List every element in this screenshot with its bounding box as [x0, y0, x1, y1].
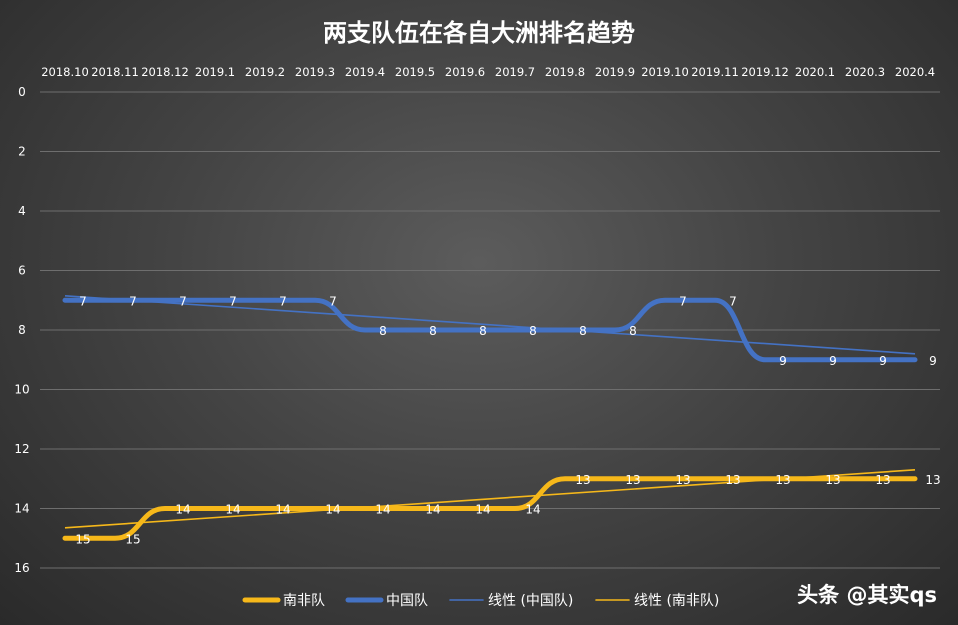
data-label-0-17: 13	[925, 473, 940, 487]
x-tick-label-2019.11: 2019.11	[691, 65, 739, 79]
x-tick-label-2019.3: 2019.3	[295, 65, 335, 79]
x-tick-label-2018.12: 2018.12	[141, 65, 189, 79]
data-label-1-15: 9	[829, 354, 837, 368]
data-label-1-6: 8	[379, 324, 387, 338]
data-label-1-8: 8	[479, 324, 487, 338]
data-label-0-12: 13	[675, 473, 690, 487]
data-label-1-10: 8	[579, 324, 587, 338]
data-label-1-12: 7	[679, 294, 687, 308]
x-tick-label-2018.11: 2018.11	[91, 65, 139, 79]
data-label-0-10: 13	[575, 473, 590, 487]
y-tick-label-2: 2	[18, 145, 26, 159]
y-tick-label-10: 10	[14, 383, 29, 397]
data-label-0-15: 13	[825, 473, 840, 487]
x-tick-label-2019.12: 2019.12	[741, 65, 789, 79]
x-tick-label-2019.9: 2019.9	[595, 65, 635, 79]
legend-label-3: 线性 (南非队)	[634, 593, 719, 609]
data-label-1-4: 7	[279, 294, 287, 308]
x-tick-label-2019.6: 2019.6	[445, 65, 485, 79]
legend: 南非队 中国队 线性 (中国队) 线性 (南非队)	[242, 593, 719, 609]
data-label-1-7: 8	[429, 324, 437, 338]
data-label-0-14: 13	[775, 473, 790, 487]
x-tick-label-2020.1: 2020.1	[795, 65, 835, 79]
data-label-1-1: 7	[129, 294, 137, 308]
watermark-text: 头条 @其实qs	[797, 583, 937, 607]
x-axis-ticks: 2018.10 2018.11 2018.12 2019.1 2019.2 2019.3 2…	[41, 65, 935, 79]
x-tick-label-2019.5: 2019.5	[395, 65, 435, 79]
data-label-0-2: 14	[175, 503, 190, 517]
y-tick-label-14: 14	[14, 502, 29, 516]
data-label-1-3: 7	[229, 294, 237, 308]
series-lines	[62, 297, 918, 541]
data-label-1-2: 7	[179, 294, 187, 308]
data-label-0-7: 14	[425, 503, 440, 517]
x-tick-label-2020.4: 2020.4	[895, 65, 935, 79]
data-label-0-0: 15	[75, 532, 90, 546]
data-label-1-5: 7	[329, 294, 337, 308]
data-labels: 15 15 14 14 14 14 14 14 14 14 13 13 13 13 13 13 13 13 7 7 7 7…	[75, 294, 940, 546]
data-label-0-16: 13	[875, 473, 890, 487]
y-axis-ticks: 0 2 4 6 8 10 12 14 16	[14, 85, 29, 575]
data-label-1-11: 8	[629, 324, 637, 338]
x-tick-label-2019.8: 2019.8	[545, 65, 585, 79]
data-label-1-14: 9	[779, 354, 787, 368]
y-tick-label-16: 16	[14, 561, 29, 575]
y-tick-label-4: 4	[18, 204, 26, 218]
data-label-0-11: 13	[625, 473, 640, 487]
chart-title: 两支队伍在各自大洲排名趋势	[323, 19, 635, 47]
data-label-0-4: 14	[275, 503, 290, 517]
data-label-0-3: 14	[225, 503, 240, 517]
y-tick-label-12: 12	[14, 442, 29, 456]
x-tick-label-2020.3: 2020.3	[845, 65, 885, 79]
x-tick-label-2018.10: 2018.10	[41, 65, 89, 79]
y-tick-label-8: 8	[18, 323, 26, 337]
data-label-1-13: 7	[729, 294, 737, 308]
data-label-0-6: 14	[375, 503, 390, 517]
x-tick-label-2019.2: 2019.2	[245, 65, 285, 79]
x-tick-label-2019.10: 2019.10	[641, 65, 689, 79]
legend-label-1: 中国队	[386, 593, 428, 609]
trendline-0	[64, 294, 916, 355]
legend-label-2: 线性 (中国队)	[488, 593, 573, 609]
data-label-0-9: 14	[525, 503, 540, 517]
y-tick-label-6: 6	[18, 264, 26, 278]
data-label-0-5: 14	[325, 503, 340, 517]
data-label-1-9: 8	[529, 324, 537, 338]
x-tick-label-2019.7: 2019.7	[495, 65, 535, 79]
data-label-1-0: 7	[79, 294, 87, 308]
x-tick-label-2019.4: 2019.4	[345, 65, 385, 79]
data-label-0-1: 15	[125, 532, 140, 546]
data-label-1-17: 9	[929, 354, 937, 368]
series-line-1	[62, 297, 918, 363]
data-label-1-16: 9	[879, 354, 887, 368]
legend-label-0: 南非队	[283, 593, 325, 609]
x-tick-label-2019.1: 2019.1	[195, 65, 235, 79]
data-label-0-13: 13	[725, 473, 740, 487]
series-line-0	[62, 476, 918, 541]
data-label-0-8: 14	[475, 503, 490, 517]
y-tick-label-0: 0	[18, 85, 26, 99]
